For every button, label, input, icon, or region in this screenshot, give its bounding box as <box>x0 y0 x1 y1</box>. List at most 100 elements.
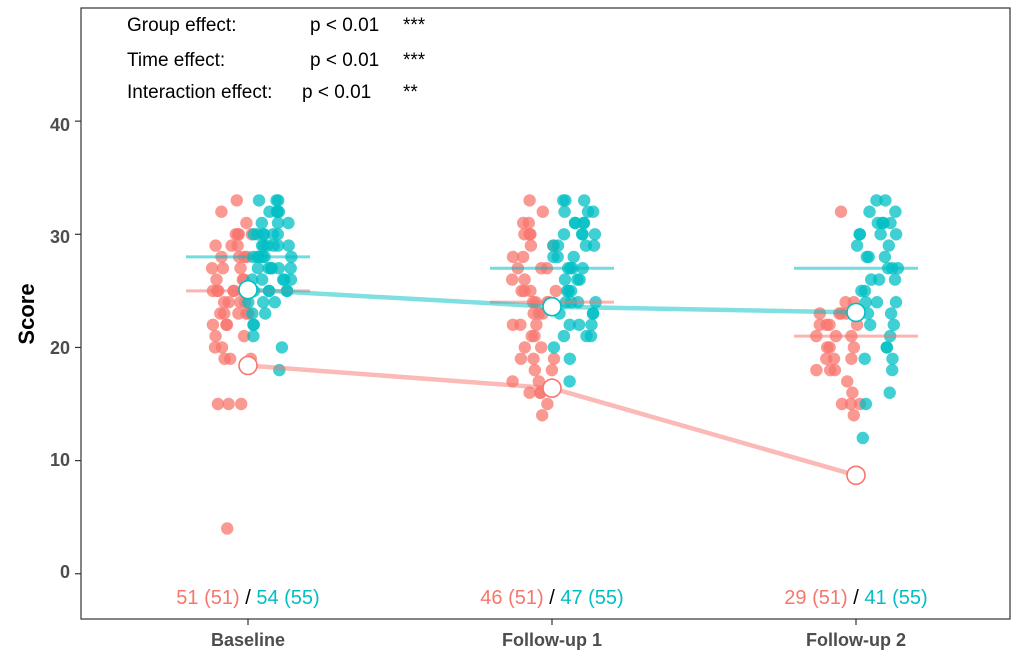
group2-point <box>255 273 269 286</box>
group1-point <box>821 341 834 354</box>
group2-point <box>559 194 572 207</box>
y-tick-label-20: 20 <box>50 338 70 358</box>
group2-point <box>247 329 260 343</box>
group1-point <box>532 375 545 388</box>
annotation-label-group: Group effect: <box>127 15 237 36</box>
group2-point <box>257 228 270 241</box>
group2-point <box>859 397 873 411</box>
group2-point <box>889 205 902 218</box>
group1-point <box>240 216 253 230</box>
group1-point <box>506 250 520 264</box>
group1-point <box>209 239 222 252</box>
group2-point <box>887 318 900 331</box>
group1-point <box>506 273 519 286</box>
group2-point <box>557 228 571 241</box>
group1-point <box>221 522 234 535</box>
group2-point <box>853 228 866 241</box>
group1-point <box>514 352 528 365</box>
group2-point <box>275 341 289 354</box>
group1-point <box>524 284 537 298</box>
group2-point <box>251 262 265 275</box>
group2-point <box>255 216 268 230</box>
group2-point <box>889 228 903 241</box>
group2-point <box>247 318 260 331</box>
group2-point <box>268 296 281 309</box>
count-group1-followup-1: 46 (51) <box>480 587 543 609</box>
group2-point <box>870 296 884 309</box>
x-tick-label-baseline: Baseline <box>211 630 285 650</box>
group2-point <box>886 363 899 377</box>
group2-point <box>864 318 877 331</box>
group2-point <box>557 329 571 343</box>
group1-point <box>217 296 231 309</box>
group2-point <box>547 239 560 252</box>
group2-point <box>580 329 593 343</box>
group2-point <box>888 273 902 286</box>
group1-point <box>211 397 225 411</box>
y-axis-label: Score <box>14 283 39 344</box>
group2-point <box>880 341 894 354</box>
count-group2-followup-2: 41 (55) <box>864 587 927 609</box>
group2-point <box>572 318 586 331</box>
group1-point <box>237 329 251 343</box>
group2-point <box>871 216 884 230</box>
annotation-stars-interaction: ** <box>403 82 418 103</box>
group2-point <box>586 307 600 320</box>
group1-point <box>218 307 231 320</box>
group2-mean-marker-1 <box>542 296 562 317</box>
group1-point <box>528 329 541 343</box>
group2-point <box>587 239 601 252</box>
y-axis: 0 10 20 30 40 Score <box>14 115 81 582</box>
group2-point <box>588 228 602 241</box>
group1-point <box>232 307 245 320</box>
annotation-value-time: p < 0.01 <box>310 50 379 71</box>
group2-point <box>587 205 600 218</box>
trend-layer <box>238 279 866 486</box>
group2-point <box>878 250 892 264</box>
count-group1-baseline: 51 (51) <box>176 587 239 609</box>
x-tick-label-followup-1: Follow-up 1 <box>502 630 602 650</box>
group2-mean-marker-0 <box>238 279 258 300</box>
group1-point <box>518 273 531 286</box>
group2-point <box>271 216 285 230</box>
group2-point <box>272 194 285 207</box>
y-tick-label-40: 40 <box>50 115 70 135</box>
group1-point <box>215 205 228 218</box>
group1-point <box>545 363 559 377</box>
group1-point <box>530 318 543 331</box>
group2-point <box>282 216 295 230</box>
annotation-value-interaction: p < 0.01 <box>302 82 371 103</box>
x-tick-label-followup-2: Follow-up 2 <box>806 630 906 650</box>
group2-point <box>262 262 275 275</box>
group1-point <box>232 228 245 241</box>
group1-point <box>527 307 540 320</box>
y-tick-label-0: 0 <box>60 562 70 582</box>
group1-point <box>536 205 549 218</box>
group1-point <box>524 239 538 252</box>
group2-point <box>585 318 598 331</box>
group1-point <box>516 250 530 264</box>
group2-point <box>271 228 284 241</box>
group1-point <box>846 386 859 399</box>
group1-point <box>847 341 861 354</box>
count-group1-followup-2: 29 (51) <box>784 587 847 609</box>
group2-point <box>577 216 590 230</box>
group1-point <box>210 273 223 286</box>
group1-point <box>209 329 222 343</box>
group2-point <box>284 273 298 286</box>
points-layer <box>205 194 905 535</box>
group1-point <box>522 216 535 230</box>
group1-mean-marker-0 <box>238 355 258 376</box>
group2-point <box>562 284 575 298</box>
group2-point <box>865 273 878 286</box>
group2-point <box>563 352 576 365</box>
group2-point <box>547 341 561 354</box>
group1-point <box>549 284 562 298</box>
group2-point <box>855 284 868 298</box>
count-label-baseline: 51 (51) / 54 (55) <box>176 587 319 609</box>
group1-point <box>234 262 247 275</box>
group2-point <box>246 307 259 320</box>
group2-point <box>578 194 591 207</box>
group2-point <box>567 250 580 264</box>
